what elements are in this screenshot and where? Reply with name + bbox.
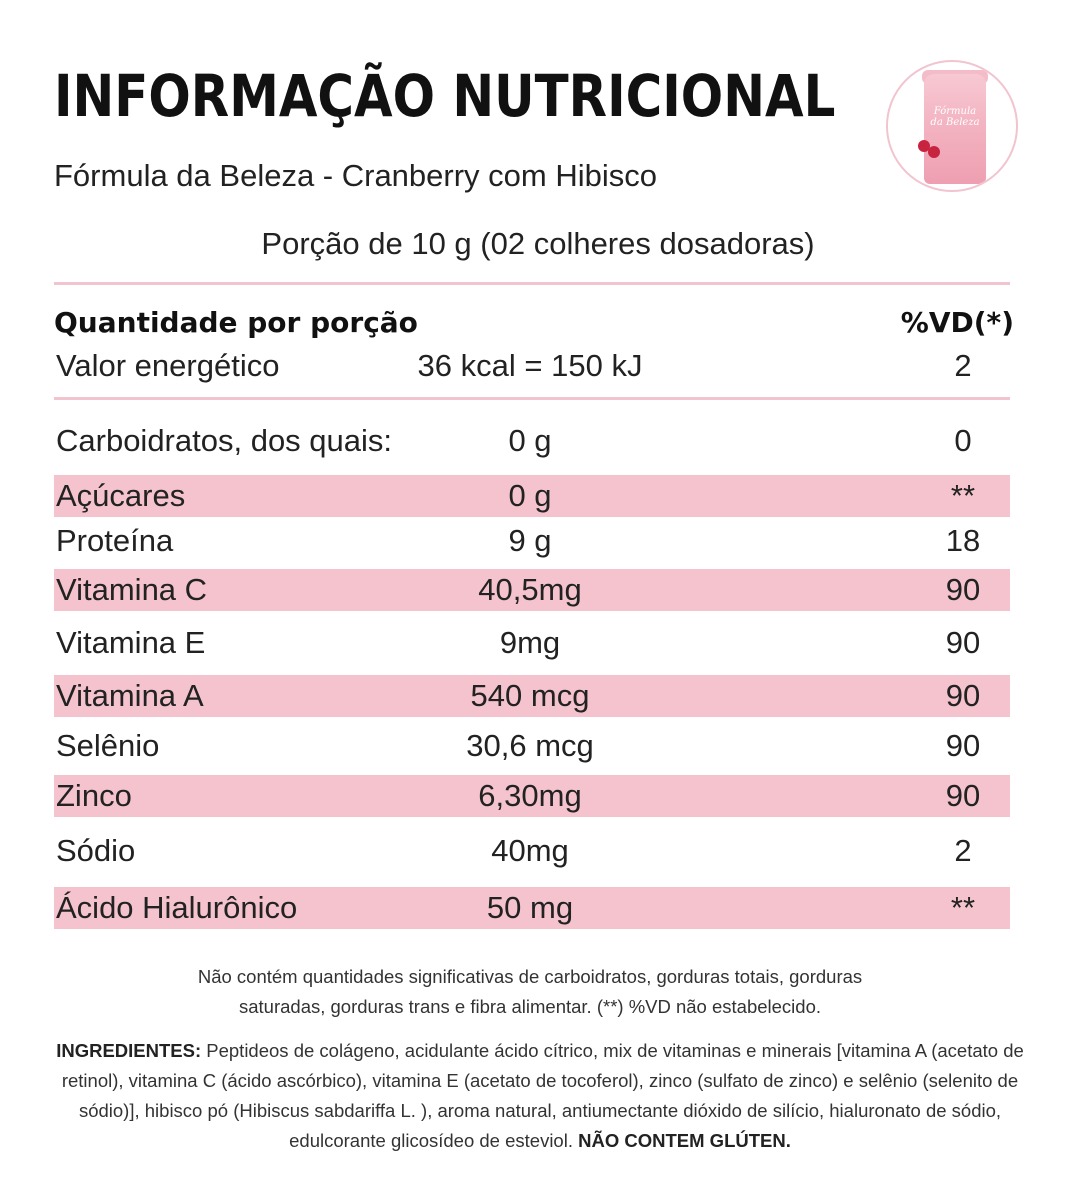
table-row: Carboidratos, dos quais: 0 g 0 <box>54 420 1010 462</box>
gluten-notice: NÃO CONTEM GLÚTEN. <box>578 1130 791 1151</box>
divider-top <box>54 282 1010 285</box>
ingredients-label: INGREDIENTES: <box>56 1040 202 1061</box>
nutrient-name: Proteína <box>56 523 174 558</box>
nutrient-name: Sódio <box>56 833 136 868</box>
divider-energy <box>54 397 1010 400</box>
jar-label-line2: da Beleza <box>930 117 980 128</box>
nutrient-amount: 50 mg <box>486 890 574 925</box>
nutrient-vd: 90 <box>945 678 981 713</box>
nutrient-vd: 18 <box>945 523 981 558</box>
table-row: Proteína 9 g 18 <box>54 520 1010 562</box>
table-row: Zinco 6,30mg 90 <box>54 775 1010 817</box>
nutrient-amount: 40,5mg <box>478 572 582 607</box>
energy-amount: 36 kcal = 150 kJ <box>417 348 643 383</box>
cranberry-icon <box>918 140 930 152</box>
nutrient-name: Carboidratos, dos quais: <box>56 423 393 458</box>
nutrient-vd: ** <box>950 890 976 925</box>
footnote-line-2: saturadas, gorduras trans e fibra alimen… <box>238 996 822 1017</box>
nutrient-name: Vitamina A <box>56 678 204 713</box>
nutrient-name: Ácido Hialurônico <box>56 890 298 925</box>
nutrient-name: Selênio <box>56 728 160 763</box>
nutrient-amount: 30,6 mcg <box>466 728 594 763</box>
table-row: Sódio 40mg 2 <box>54 830 1010 872</box>
nutrient-amount: 40mg <box>491 833 569 868</box>
table-row: Selênio 30,6 mcg 90 <box>54 725 1010 767</box>
table-row: Vitamina C 40,5mg 90 <box>54 569 1010 611</box>
nutrient-name: Vitamina E <box>56 625 206 660</box>
nutrient-amount: 9mg <box>499 625 561 660</box>
cranberry-icon <box>928 146 940 158</box>
nutrient-name: Açúcares <box>56 478 186 513</box>
nutrient-amount: 0 g <box>508 423 552 458</box>
ingredients-text: Peptideos de colágeno, acidulante ácido … <box>61 1040 1024 1151</box>
nutrient-name: Zinco <box>56 778 132 813</box>
nutrient-vd: 2 <box>954 833 972 868</box>
product-subtitle: Fórmula da Beleza - Cranberry com Hibisc… <box>54 158 657 193</box>
energy-name: Valor energético <box>56 348 280 383</box>
table-row: Açúcares 0 g ** <box>54 475 1010 517</box>
product-jar-icon <box>924 74 986 184</box>
nutrient-vd: ** <box>950 478 976 513</box>
nutrient-vd: 90 <box>945 625 981 660</box>
table-header-vd: %VD(*) <box>900 306 1014 339</box>
jar-label-line1: Fórmula <box>933 106 977 117</box>
table-row: Vitamina E 9mg 90 <box>54 622 1010 664</box>
jar-label: Fórmula da Beleza <box>930 106 980 146</box>
nutrient-vd: 90 <box>945 778 981 813</box>
footnote-line-1: Não contém quantidades significativas de… <box>197 966 863 987</box>
energy-row: Valor energético 36 kcal = 150 kJ 2 <box>54 344 1010 388</box>
nutrient-amount: 540 mcg <box>470 678 590 713</box>
nutrient-vd: 90 <box>945 572 981 607</box>
table-header-quantity: Quantidade por porção <box>54 306 418 339</box>
nutrient-name: Vitamina C <box>56 572 208 607</box>
nutrient-amount: 0 g <box>508 478 552 513</box>
nutrient-amount: 6,30mg <box>478 778 582 813</box>
nutrient-amount: 9 g <box>508 523 552 558</box>
nutrient-vd: 0 <box>954 423 972 458</box>
nutrient-vd: 90 <box>945 728 981 763</box>
ingredients: INGREDIENTES: Peptideos de colágeno, aci… <box>56 1036 1024 1156</box>
portion-size: Porção de 10 g (02 colheres dosadoras) <box>261 226 815 261</box>
product-image: Fórmula da Beleza <box>886 60 1018 192</box>
energy-vd: 2 <box>954 348 972 383</box>
page-title: INFORMAÇÃO NUTRICIONAL <box>54 62 836 130</box>
table-row: Vitamina A 540 mcg 90 <box>54 675 1010 717</box>
footnote: Não contém quantidades significativas de… <box>0 962 1060 1022</box>
table-row: Ácido Hialurônico 50 mg ** <box>54 887 1010 929</box>
